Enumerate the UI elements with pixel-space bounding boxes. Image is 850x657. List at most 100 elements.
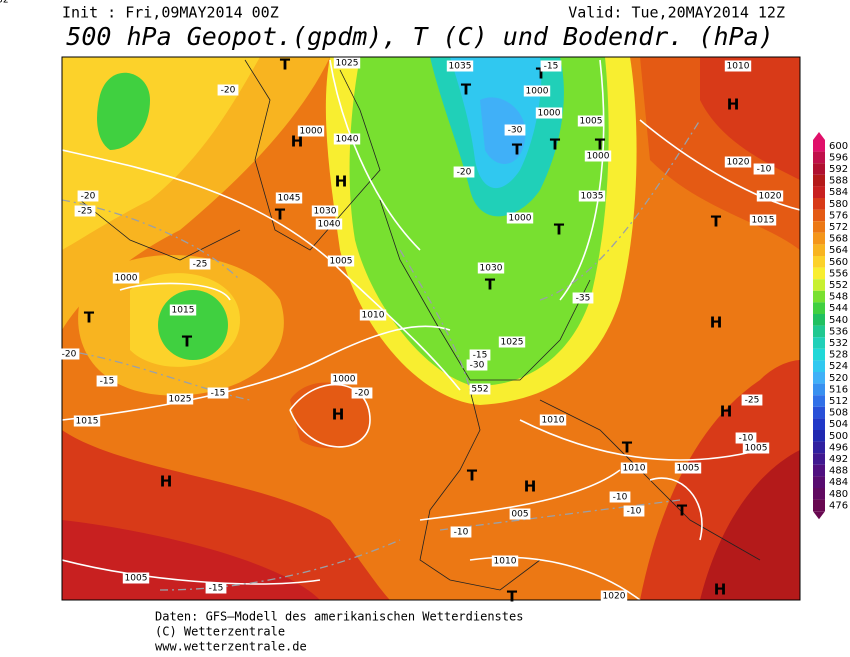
contour-label: 1040 (336, 135, 359, 145)
contour-label: 1005 (580, 117, 603, 127)
label-box (539, 414, 567, 426)
color-bar-label: 560 (829, 257, 848, 268)
pressure-system: T (536, 65, 547, 83)
color-swatch (813, 464, 825, 477)
pressure-system: H (720, 403, 733, 421)
label-box (756, 190, 784, 202)
pressure-system: T (507, 588, 518, 606)
contour-label: 1000 (526, 87, 549, 97)
label-box (724, 156, 752, 168)
color-bar-label: 488 (829, 466, 848, 477)
label-box (498, 336, 526, 348)
color-swatch (813, 325, 825, 338)
pressure-system: H (727, 96, 740, 114)
color-bar-label: 508 (829, 408, 848, 419)
contour-label: 1025 (169, 395, 192, 405)
contour-label: -20 (355, 389, 370, 399)
color-swatch (813, 244, 825, 256)
pressure-system: H (160, 473, 173, 491)
color-swatch (813, 372, 825, 384)
pressure-system: T (467, 467, 478, 485)
contour-label: -25 (193, 260, 208, 270)
label-box (333, 57, 361, 69)
contour-label: -20 (62, 350, 77, 360)
label-box (205, 582, 227, 594)
label-box (169, 304, 197, 316)
pressure-system: T (84, 309, 95, 327)
contour-label: 552 (471, 385, 488, 395)
contour-label: 1010 (362, 311, 385, 321)
label-box (122, 572, 150, 584)
contour-label: -15 (473, 351, 488, 361)
label-box (600, 590, 628, 602)
color-swatch (813, 406, 825, 419)
color-swatch (813, 186, 825, 198)
contour-label: -15 (100, 377, 115, 387)
contour-label: 1000 (333, 375, 356, 385)
color-bar-label: 492 (829, 454, 848, 465)
label-box (572, 292, 594, 304)
label-box (741, 394, 763, 406)
label-box (469, 383, 491, 395)
label-box (333, 133, 361, 145)
color-bar-label: 512 (829, 396, 848, 407)
color-swatch (813, 279, 825, 291)
contour-label: 1000 (538, 109, 561, 119)
label-box (351, 387, 373, 399)
color-bar-label: 572 (829, 222, 848, 233)
color-bar-label: 520 (829, 373, 848, 384)
label-box (577, 115, 605, 127)
color-bar-label: 516 (829, 384, 848, 395)
contour-label: 1010 (623, 464, 646, 474)
color-swatch (813, 163, 825, 175)
label-box (359, 309, 387, 321)
pressure-system: T (677, 502, 688, 520)
color-bar-label: 480 (829, 489, 848, 500)
contour-label: 1045 (278, 194, 301, 204)
color-bar-label: 540 (829, 315, 848, 326)
color-swatch (813, 151, 825, 164)
contour-label: -10 (739, 434, 754, 444)
color-bar-label: 564 (829, 245, 848, 256)
valid-time: Valid: Tue,20MAY2014 12Z (568, 4, 785, 22)
map-title: 500 hPa Geopot.(gpdm), T (C) und Bodendr… (66, 22, 773, 51)
contour-label: 1010 (494, 557, 517, 567)
color-bar-label: 600 (829, 141, 848, 152)
contour-label: 1000 (509, 214, 532, 224)
pressure-system: T (485, 276, 496, 294)
contour-label: -25 (78, 207, 93, 217)
pressure-system: H (332, 406, 345, 424)
label-box (609, 491, 631, 503)
footer-source: Daten: GFS–Modell des amerikanischen Wet… (155, 610, 523, 624)
label-box (742, 442, 770, 454)
contour-label: 1015 (172, 306, 195, 316)
color-swatch (813, 209, 825, 222)
contour-label: -10 (613, 493, 628, 503)
color-swatch (813, 395, 825, 407)
color-bar-label: 592 (829, 164, 848, 175)
color-swatch (813, 476, 825, 488)
contour-label: 1005 (330, 257, 353, 267)
contour-label: -10 (454, 528, 469, 538)
pressure-system: H (710, 314, 723, 332)
color-swatch (813, 453, 825, 465)
contour-label: -25 (745, 396, 760, 406)
contour-label: 1035 (581, 192, 604, 202)
color-bar-label: 544 (829, 303, 848, 314)
color-swatch (813, 488, 825, 500)
color-bar-label: 524 (829, 361, 848, 372)
color-bar-label: 548 (829, 292, 848, 303)
pressure-system: T (622, 439, 633, 457)
contour-label: 1010 (727, 62, 750, 72)
color-bar-label: 528 (829, 350, 848, 361)
contour-label: 1025 (501, 338, 524, 348)
color-bar-label: 584 (829, 187, 848, 198)
contour-label: 1005 (745, 444, 768, 454)
color-bar-label: 576 (829, 210, 848, 221)
contour-label: 1025 (336, 59, 359, 69)
color-swatch (813, 174, 825, 187)
label-box (450, 526, 472, 538)
pressure-system: T (554, 221, 565, 239)
label-box (753, 163, 775, 175)
